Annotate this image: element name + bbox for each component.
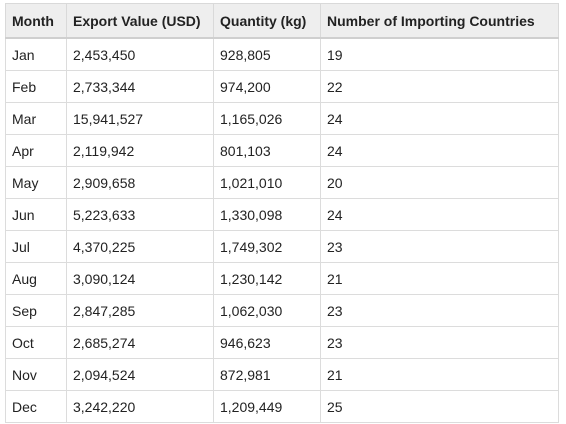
table-cell-export-value: 2,453,450: [66, 37, 214, 71]
table-cell-export-value: 3,242,220: [66, 390, 214, 423]
table-row: Apr 2,119,942 801,103 24: [5, 134, 559, 167]
table-body: Jan 2,453,450 928,805 19 Feb 2,733,344 974,200…: [5, 37, 559, 423]
table-cell-importing-countries: 21: [320, 358, 559, 391]
column-header-month: Month: [5, 3, 67, 39]
table-cell-month: Feb: [5, 70, 67, 103]
table-cell-export-value: 2,909,658: [66, 166, 214, 199]
table-row: Nov 2,094,524 872,981 21: [5, 358, 559, 391]
table-row: Oct 2,685,274 946,623 23: [5, 326, 559, 359]
table-cell-quantity: 1,062,030: [213, 294, 321, 327]
table-cell-export-value: 2,847,285: [66, 294, 214, 327]
table-cell-importing-countries: 23: [320, 294, 559, 327]
table-row: Feb 2,733,344 974,200 22: [5, 70, 559, 103]
column-header-export-value: Export Value (USD): [66, 3, 214, 39]
table-cell-export-value: 2,119,942: [66, 134, 214, 167]
table-cell-importing-countries: 24: [320, 102, 559, 135]
table-cell-month: Jun: [5, 198, 67, 231]
table-cell-month: Jan: [5, 37, 67, 71]
table-row: Jun 5,223,633 1,330,098 24: [5, 198, 559, 231]
table-cell-quantity: 1,330,098: [213, 198, 321, 231]
table-cell-export-value: 2,733,344: [66, 70, 214, 103]
table-cell-export-value: 2,094,524: [66, 358, 214, 391]
table-cell-month: Aug: [5, 262, 67, 295]
table-cell-quantity: 1,749,302: [213, 230, 321, 263]
table-cell-export-value: 3,090,124: [66, 262, 214, 295]
table-cell-importing-countries: 23: [320, 230, 559, 263]
table-row: Sep 2,847,285 1,062,030 23: [5, 294, 559, 327]
table-cell-month: Dec: [5, 390, 67, 423]
table-cell-month: Apr: [5, 134, 67, 167]
table-cell-export-value: 2,685,274: [66, 326, 214, 359]
table-row: May 2,909,658 1,021,010 20: [5, 166, 559, 199]
table-cell-quantity: 1,209,449: [213, 390, 321, 423]
header-row: Month Export Value (USD) Quantity (kg) Numb…: [5, 3, 559, 39]
table-cell-importing-countries: 20: [320, 166, 559, 199]
table-cell-month: Sep: [5, 294, 67, 327]
table-cell-quantity: 1,165,026: [213, 102, 321, 135]
table-cell-month: May: [5, 166, 67, 199]
column-header-importing-countries: Number of Importing Countries: [320, 3, 559, 39]
table-row: Dec 3,242,220 1,209,449 25: [5, 390, 559, 423]
table-cell-month: Jul: [5, 230, 67, 263]
table-cell-month: Nov: [5, 358, 67, 391]
table-row: Mar 15,941,527 1,165,026 24: [5, 102, 559, 135]
table-cell-quantity: 872,981: [213, 358, 321, 391]
table-cell-importing-countries: 25: [320, 390, 559, 423]
table-cell-importing-countries: 23: [320, 326, 559, 359]
table-cell-quantity: 1,230,142: [213, 262, 321, 295]
table-header: Month Export Value (USD) Quantity (kg) Numb…: [5, 3, 559, 39]
table-row: Aug 3,090,124 1,230,142 21: [5, 262, 559, 295]
table-container: Month Export Value (USD) Quantity (kg) Numb…: [5, 3, 559, 423]
table-cell-importing-countries: 21: [320, 262, 559, 295]
table-cell-quantity: 928,805: [213, 37, 321, 71]
table-cell-importing-countries: 24: [320, 198, 559, 231]
column-header-quantity: Quantity (kg): [213, 3, 321, 39]
table-cell-importing-countries: 19: [320, 37, 559, 71]
table-cell-month: Mar: [5, 102, 67, 135]
table-row: Jul 4,370,225 1,749,302 23: [5, 230, 559, 263]
table-cell-importing-countries: 22: [320, 70, 559, 103]
table-cell-quantity: 801,103: [213, 134, 321, 167]
table-row: Jan 2,453,450 928,805 19: [5, 37, 559, 71]
table-cell-quantity: 1,021,010: [213, 166, 321, 199]
table-cell-importing-countries: 24: [320, 134, 559, 167]
table-cell-export-value: 15,941,527: [66, 102, 214, 135]
data-table: Month Export Value (USD) Quantity (kg) Numb…: [5, 3, 559, 423]
table-cell-export-value: 4,370,225: [66, 230, 214, 263]
table-cell-month: Oct: [5, 326, 67, 359]
table-cell-quantity: 946,623: [213, 326, 321, 359]
table-cell-quantity: 974,200: [213, 70, 321, 103]
table-cell-export-value: 5,223,633: [66, 198, 214, 231]
